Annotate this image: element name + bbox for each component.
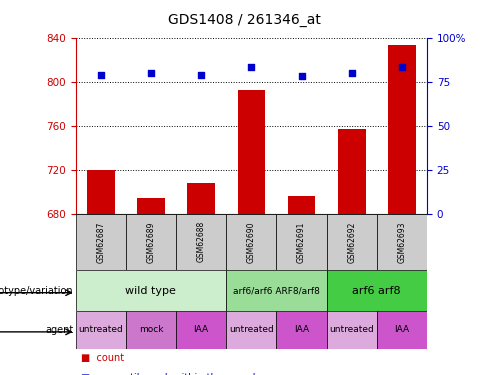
Bar bbox=[226, 311, 276, 349]
Text: GSM62688: GSM62688 bbox=[197, 221, 205, 262]
Bar bbox=[326, 270, 427, 311]
Bar bbox=[377, 311, 427, 349]
Bar bbox=[326, 311, 377, 349]
Bar bbox=[388, 45, 416, 214]
Text: IAA: IAA bbox=[194, 326, 209, 334]
Point bbox=[97, 72, 104, 78]
Text: untreated: untreated bbox=[229, 326, 274, 334]
Text: GSM62691: GSM62691 bbox=[297, 221, 306, 262]
Text: arf6 arf8: arf6 arf8 bbox=[352, 286, 401, 296]
Bar bbox=[76, 270, 226, 311]
Bar bbox=[187, 183, 215, 214]
Bar bbox=[126, 311, 176, 349]
Text: untreated: untreated bbox=[329, 326, 374, 334]
Point bbox=[197, 72, 205, 78]
Bar bbox=[288, 196, 315, 214]
Bar bbox=[87, 170, 115, 214]
Bar bbox=[126, 214, 176, 270]
Text: GSM62690: GSM62690 bbox=[247, 221, 256, 262]
Bar bbox=[226, 214, 276, 270]
Text: untreated: untreated bbox=[79, 326, 123, 334]
Text: GDS1408 / 261346_at: GDS1408 / 261346_at bbox=[167, 13, 321, 27]
Text: GSM62687: GSM62687 bbox=[96, 221, 105, 262]
Text: agent: agent bbox=[45, 325, 73, 335]
Point bbox=[398, 64, 406, 70]
Bar bbox=[276, 214, 326, 270]
Text: GSM62692: GSM62692 bbox=[347, 221, 356, 262]
Bar bbox=[176, 311, 226, 349]
Text: ■  count: ■ count bbox=[81, 352, 123, 363]
Bar bbox=[76, 311, 126, 349]
Bar bbox=[176, 214, 226, 270]
Text: GSM62693: GSM62693 bbox=[397, 221, 407, 262]
Text: arf6/arf6 ARF8/arf8: arf6/arf6 ARF8/arf8 bbox=[233, 286, 320, 295]
Text: ■  percentile rank within the sample: ■ percentile rank within the sample bbox=[81, 373, 261, 375]
Text: genotype/variation: genotype/variation bbox=[0, 286, 73, 296]
Text: mock: mock bbox=[139, 326, 163, 334]
Point bbox=[298, 73, 305, 79]
Bar bbox=[326, 214, 377, 270]
Point bbox=[147, 70, 155, 76]
Point bbox=[247, 64, 255, 70]
Point bbox=[348, 70, 356, 76]
Bar bbox=[76, 214, 126, 270]
Bar bbox=[338, 129, 366, 214]
Bar bbox=[377, 214, 427, 270]
Text: IAA: IAA bbox=[294, 326, 309, 334]
Bar bbox=[276, 311, 326, 349]
Bar bbox=[238, 90, 265, 214]
Text: IAA: IAA bbox=[394, 326, 409, 334]
Bar bbox=[226, 270, 326, 311]
Bar bbox=[137, 198, 165, 214]
Text: wild type: wild type bbox=[125, 286, 176, 296]
Text: GSM62689: GSM62689 bbox=[146, 221, 156, 262]
